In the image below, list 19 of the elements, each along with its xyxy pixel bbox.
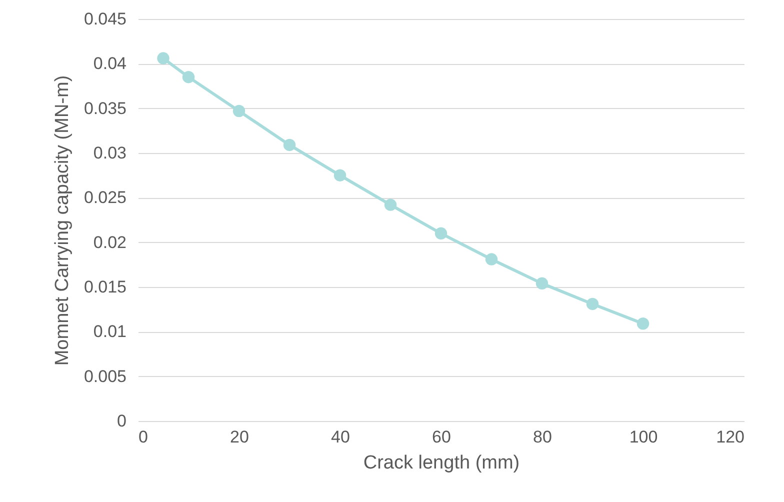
- x-tick-label: 100: [629, 428, 658, 446]
- x-axis-title: Crack length (mm): [363, 452, 520, 474]
- y-axis-title: Momnet Carrying capacity (MN-m): [52, 75, 73, 366]
- y-tick-label: 0.035: [84, 98, 126, 118]
- y-tick-label: 0.025: [84, 188, 126, 208]
- y-tick-label: 0.015: [84, 278, 126, 296]
- y-tick-label: 0.03: [93, 144, 126, 162]
- y-tick-label: 0.005: [84, 366, 126, 386]
- y-tick-label: 0.01: [93, 322, 126, 342]
- x-tick-label: 0: [138, 428, 148, 446]
- y-tick-label: 0.045: [84, 10, 126, 28]
- x-tick-label: 40: [331, 428, 350, 446]
- y-tick-label: 0.04: [93, 54, 126, 74]
- x-tick-label: 20: [230, 428, 249, 446]
- y-tick-label: 0: [117, 412, 126, 430]
- x-tick-label: 60: [432, 428, 451, 446]
- x-tick-label: 120: [716, 428, 744, 446]
- x-tick-label: 80: [533, 428, 552, 446]
- y-tick-label: 0.02: [93, 232, 126, 252]
